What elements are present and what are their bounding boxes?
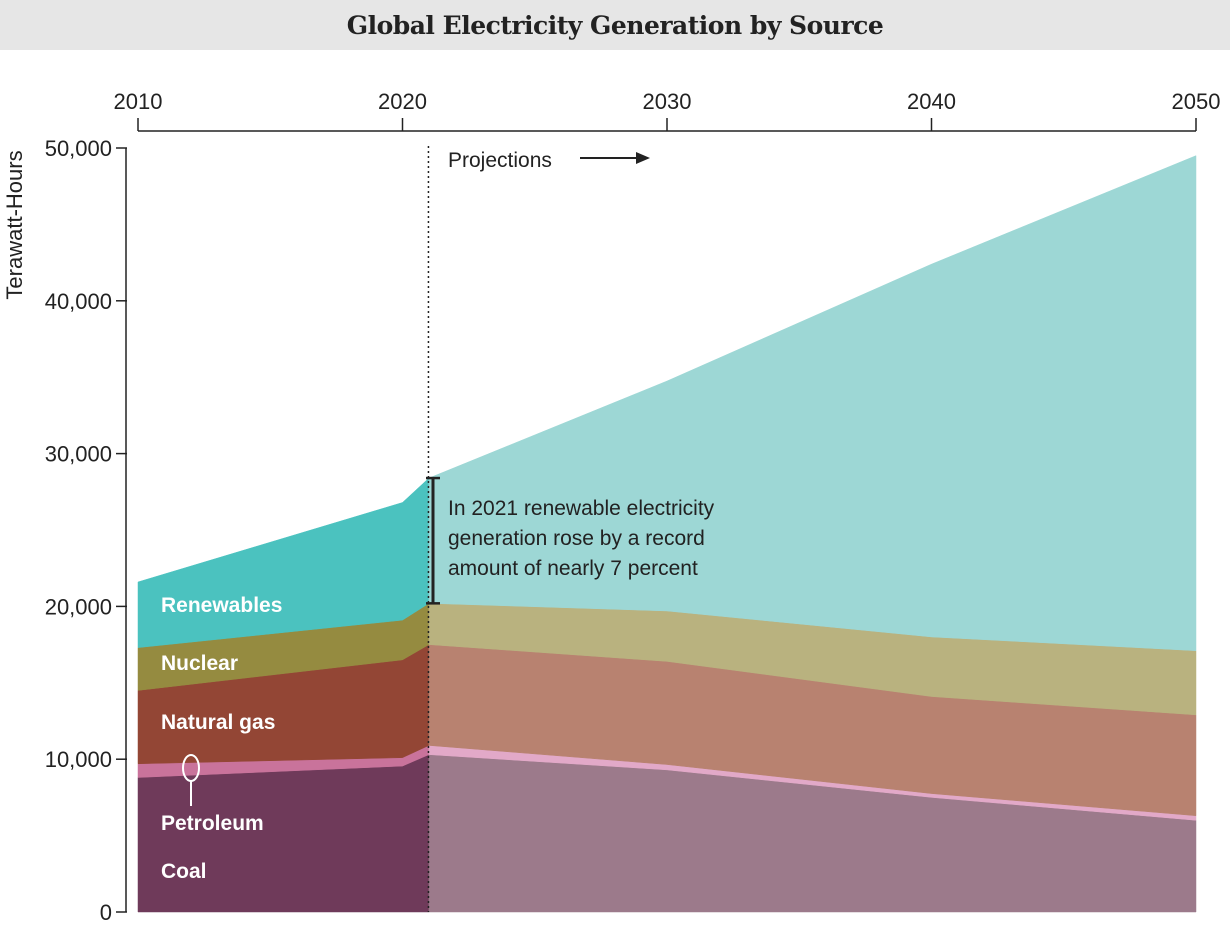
chart-title-bar: Global Electricity Generation by Source xyxy=(0,0,1230,50)
y-tick-label: 40,000 xyxy=(45,289,112,314)
series-label-nuclear: Nuclear xyxy=(161,652,238,675)
x-tick-label: 2020 xyxy=(378,89,427,114)
annotation-text: generation rose by a record xyxy=(448,527,705,550)
y-tick-label: 50,000 xyxy=(45,136,112,161)
y-tick-label: 10,000 xyxy=(45,747,112,772)
y-tick-label: 20,000 xyxy=(45,594,112,619)
x-tick-label: 2010 xyxy=(114,89,163,114)
annotation-text: amount of nearly 7 percent xyxy=(448,557,698,580)
x-tick-label: 2030 xyxy=(643,89,692,114)
series-label-renewables: Renewables xyxy=(161,594,282,617)
annotation-text: In 2021 renewable electricity xyxy=(448,497,715,520)
series-label-natural-gas: Natural gas xyxy=(161,711,275,734)
projection-label: Projections xyxy=(448,149,552,172)
chart-title: Global Electricity Generation by Source xyxy=(346,10,884,40)
x-tick-label: 2040 xyxy=(907,89,956,114)
y-axis-title: Terawatt-Hours xyxy=(2,150,27,299)
area-renewables-projected xyxy=(428,155,1197,651)
arrowhead-icon xyxy=(636,152,650,164)
series-label-coal: Coal xyxy=(161,860,207,883)
series-label-petroleum: Petroleum xyxy=(161,812,264,835)
y-tick-label: 30,000 xyxy=(45,442,112,467)
x-tick-label: 2050 xyxy=(1172,89,1221,114)
y-tick-label: 0 xyxy=(100,900,112,925)
